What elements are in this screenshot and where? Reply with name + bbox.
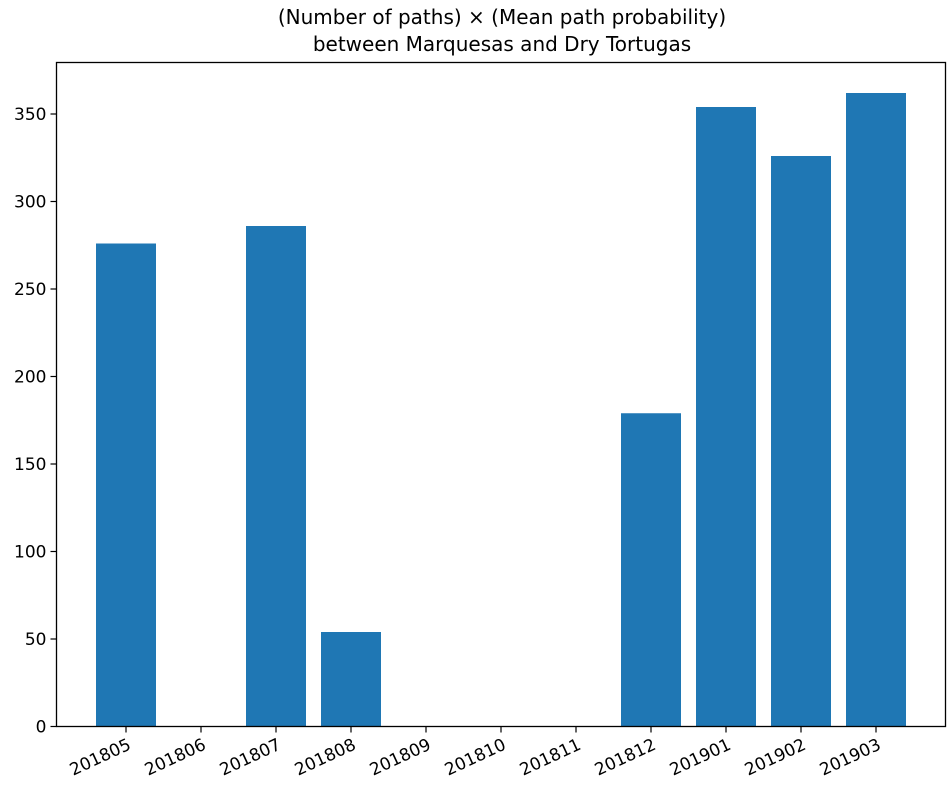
y-tick-label: 100: [14, 543, 46, 563]
plot-frame: [55, 61, 947, 728]
x-axis: 201805 201806 201807 201808 201809 201810 2018…: [67, 726, 884, 781]
x-tick-label: 201805: [67, 735, 134, 781]
y-tick-label: 150: [14, 455, 46, 475]
bar-201901: [696, 107, 756, 727]
chart-subtitle: between Marquesas and Dry Tortugas: [313, 32, 691, 56]
chart-title: (Number of paths) × (Mean path probabili…: [278, 5, 726, 29]
y-tick-label: 250: [14, 280, 46, 300]
bars-group: [96, 93, 906, 727]
x-tick-label: 201809: [367, 735, 434, 781]
y-tick-label: 200: [14, 368, 46, 388]
bar-201903: [846, 93, 906, 727]
x-tick-label: 201807: [217, 735, 284, 781]
bar-201808: [321, 632, 381, 727]
y-axis: 0 50 100 150 200 250 300 350: [14, 105, 57, 738]
bar-201902: [771, 156, 831, 727]
x-tick-label: 201810: [442, 735, 509, 781]
x-tick-label: 201812: [592, 735, 659, 781]
x-tick-label: 201901: [667, 735, 734, 781]
bar-201805: [96, 243, 156, 727]
y-tick-label: 300: [14, 193, 46, 213]
x-tick-label: 201903: [817, 735, 884, 781]
x-tick-label: 201811: [517, 735, 584, 781]
y-tick-label: 0: [36, 718, 47, 738]
bar-201807: [246, 226, 306, 727]
x-tick-label: 201806: [142, 735, 209, 781]
y-tick-label: 50: [25, 630, 47, 650]
bar-201812: [621, 413, 681, 727]
x-tick-label: 201902: [742, 735, 809, 781]
y-tick-label: 350: [14, 105, 46, 125]
x-tick-label: 201808: [292, 735, 359, 781]
